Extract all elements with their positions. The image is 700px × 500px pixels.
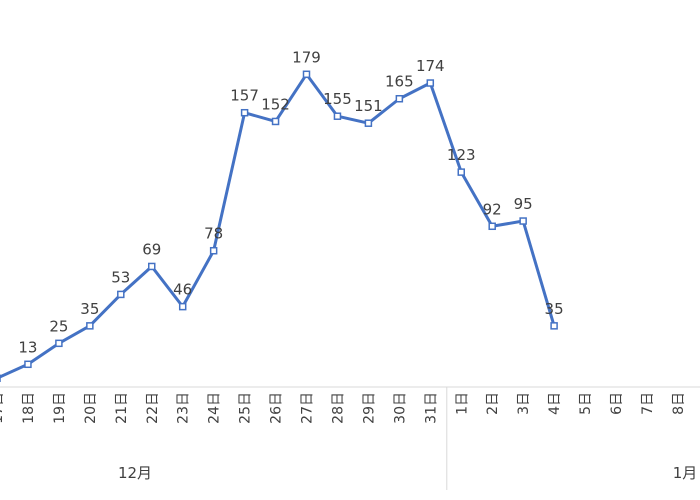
data-point	[302, 70, 311, 79]
x-tick-label: 21日	[114, 392, 130, 424]
x-tick-label: 22日	[145, 392, 161, 424]
data-label: 151	[354, 97, 383, 115]
x-tick-label: 24日	[207, 392, 223, 424]
data-point	[333, 112, 342, 120]
x-tick-label: 2日	[485, 392, 501, 415]
x-tick-label: 7日	[640, 392, 656, 415]
data-label: 78	[204, 225, 223, 243]
data-label: 165	[385, 73, 414, 91]
data-point	[55, 339, 63, 348]
x-tick-label: 23日	[176, 392, 192, 424]
x-tick-label: 31日	[423, 392, 439, 424]
data-point	[364, 119, 373, 127]
data-label: 123	[447, 146, 476, 164]
x-tick-label: 3日	[516, 392, 532, 415]
x-tick-label: 27日	[300, 392, 316, 424]
data-point	[178, 302, 187, 311]
data-label: 95	[514, 195, 533, 213]
x-tick-label: 25日	[238, 392, 254, 424]
data-label: 155	[323, 90, 352, 108]
x-tick-label: 17日	[0, 392, 6, 424]
data-label: 35	[80, 300, 99, 318]
data-label: 157	[230, 87, 259, 105]
data-point	[488, 222, 496, 231]
data-markers	[0, 70, 558, 383]
data-point	[457, 168, 465, 176]
data-point	[24, 360, 32, 369]
data-point	[426, 79, 435, 87]
x-tick-label: 18日	[21, 392, 37, 424]
data-label: 35	[545, 300, 564, 318]
x-tick-label: 4日	[547, 392, 563, 415]
data-point	[395, 94, 404, 103]
data-point	[117, 290, 125, 299]
month-group-label: 12月	[118, 464, 152, 482]
data-point	[240, 108, 249, 117]
data-point	[519, 217, 527, 225]
data-label: 13	[18, 338, 37, 356]
data-point	[550, 322, 558, 330]
x-tick-label: 5日	[578, 392, 594, 415]
data-label: 174	[416, 57, 445, 75]
data-label: 53	[111, 268, 130, 286]
x-tick-label: 20日	[83, 392, 99, 424]
x-tick-label: 6日	[609, 392, 625, 415]
x-axis: 17日 18日 19日 20日 21日 22日 23日 24日 25日 26日 27日 28日 29日 3…	[0, 386, 700, 490]
x-tick-label: 29日	[361, 392, 377, 424]
data-point	[271, 117, 280, 126]
data-label: 92	[483, 200, 502, 218]
data-label: 69	[142, 240, 161, 258]
x-tick-label: 26日	[269, 392, 285, 424]
data-label: 152	[261, 95, 290, 113]
data-point	[86, 322, 94, 330]
month-group-label: 1月	[673, 464, 698, 482]
x-tick-label: 19日	[52, 392, 68, 424]
x-tick-label: 30日	[392, 392, 408, 424]
x-tick-label: 8日	[671, 392, 687, 415]
data-label: 25	[49, 317, 68, 335]
data-point	[209, 246, 218, 255]
data-label: 46	[173, 281, 192, 299]
data-point	[148, 262, 156, 271]
x-tick-label: 28日	[330, 392, 346, 424]
data-label: 179	[292, 48, 321, 66]
x-tick-label: 1日	[454, 392, 470, 415]
